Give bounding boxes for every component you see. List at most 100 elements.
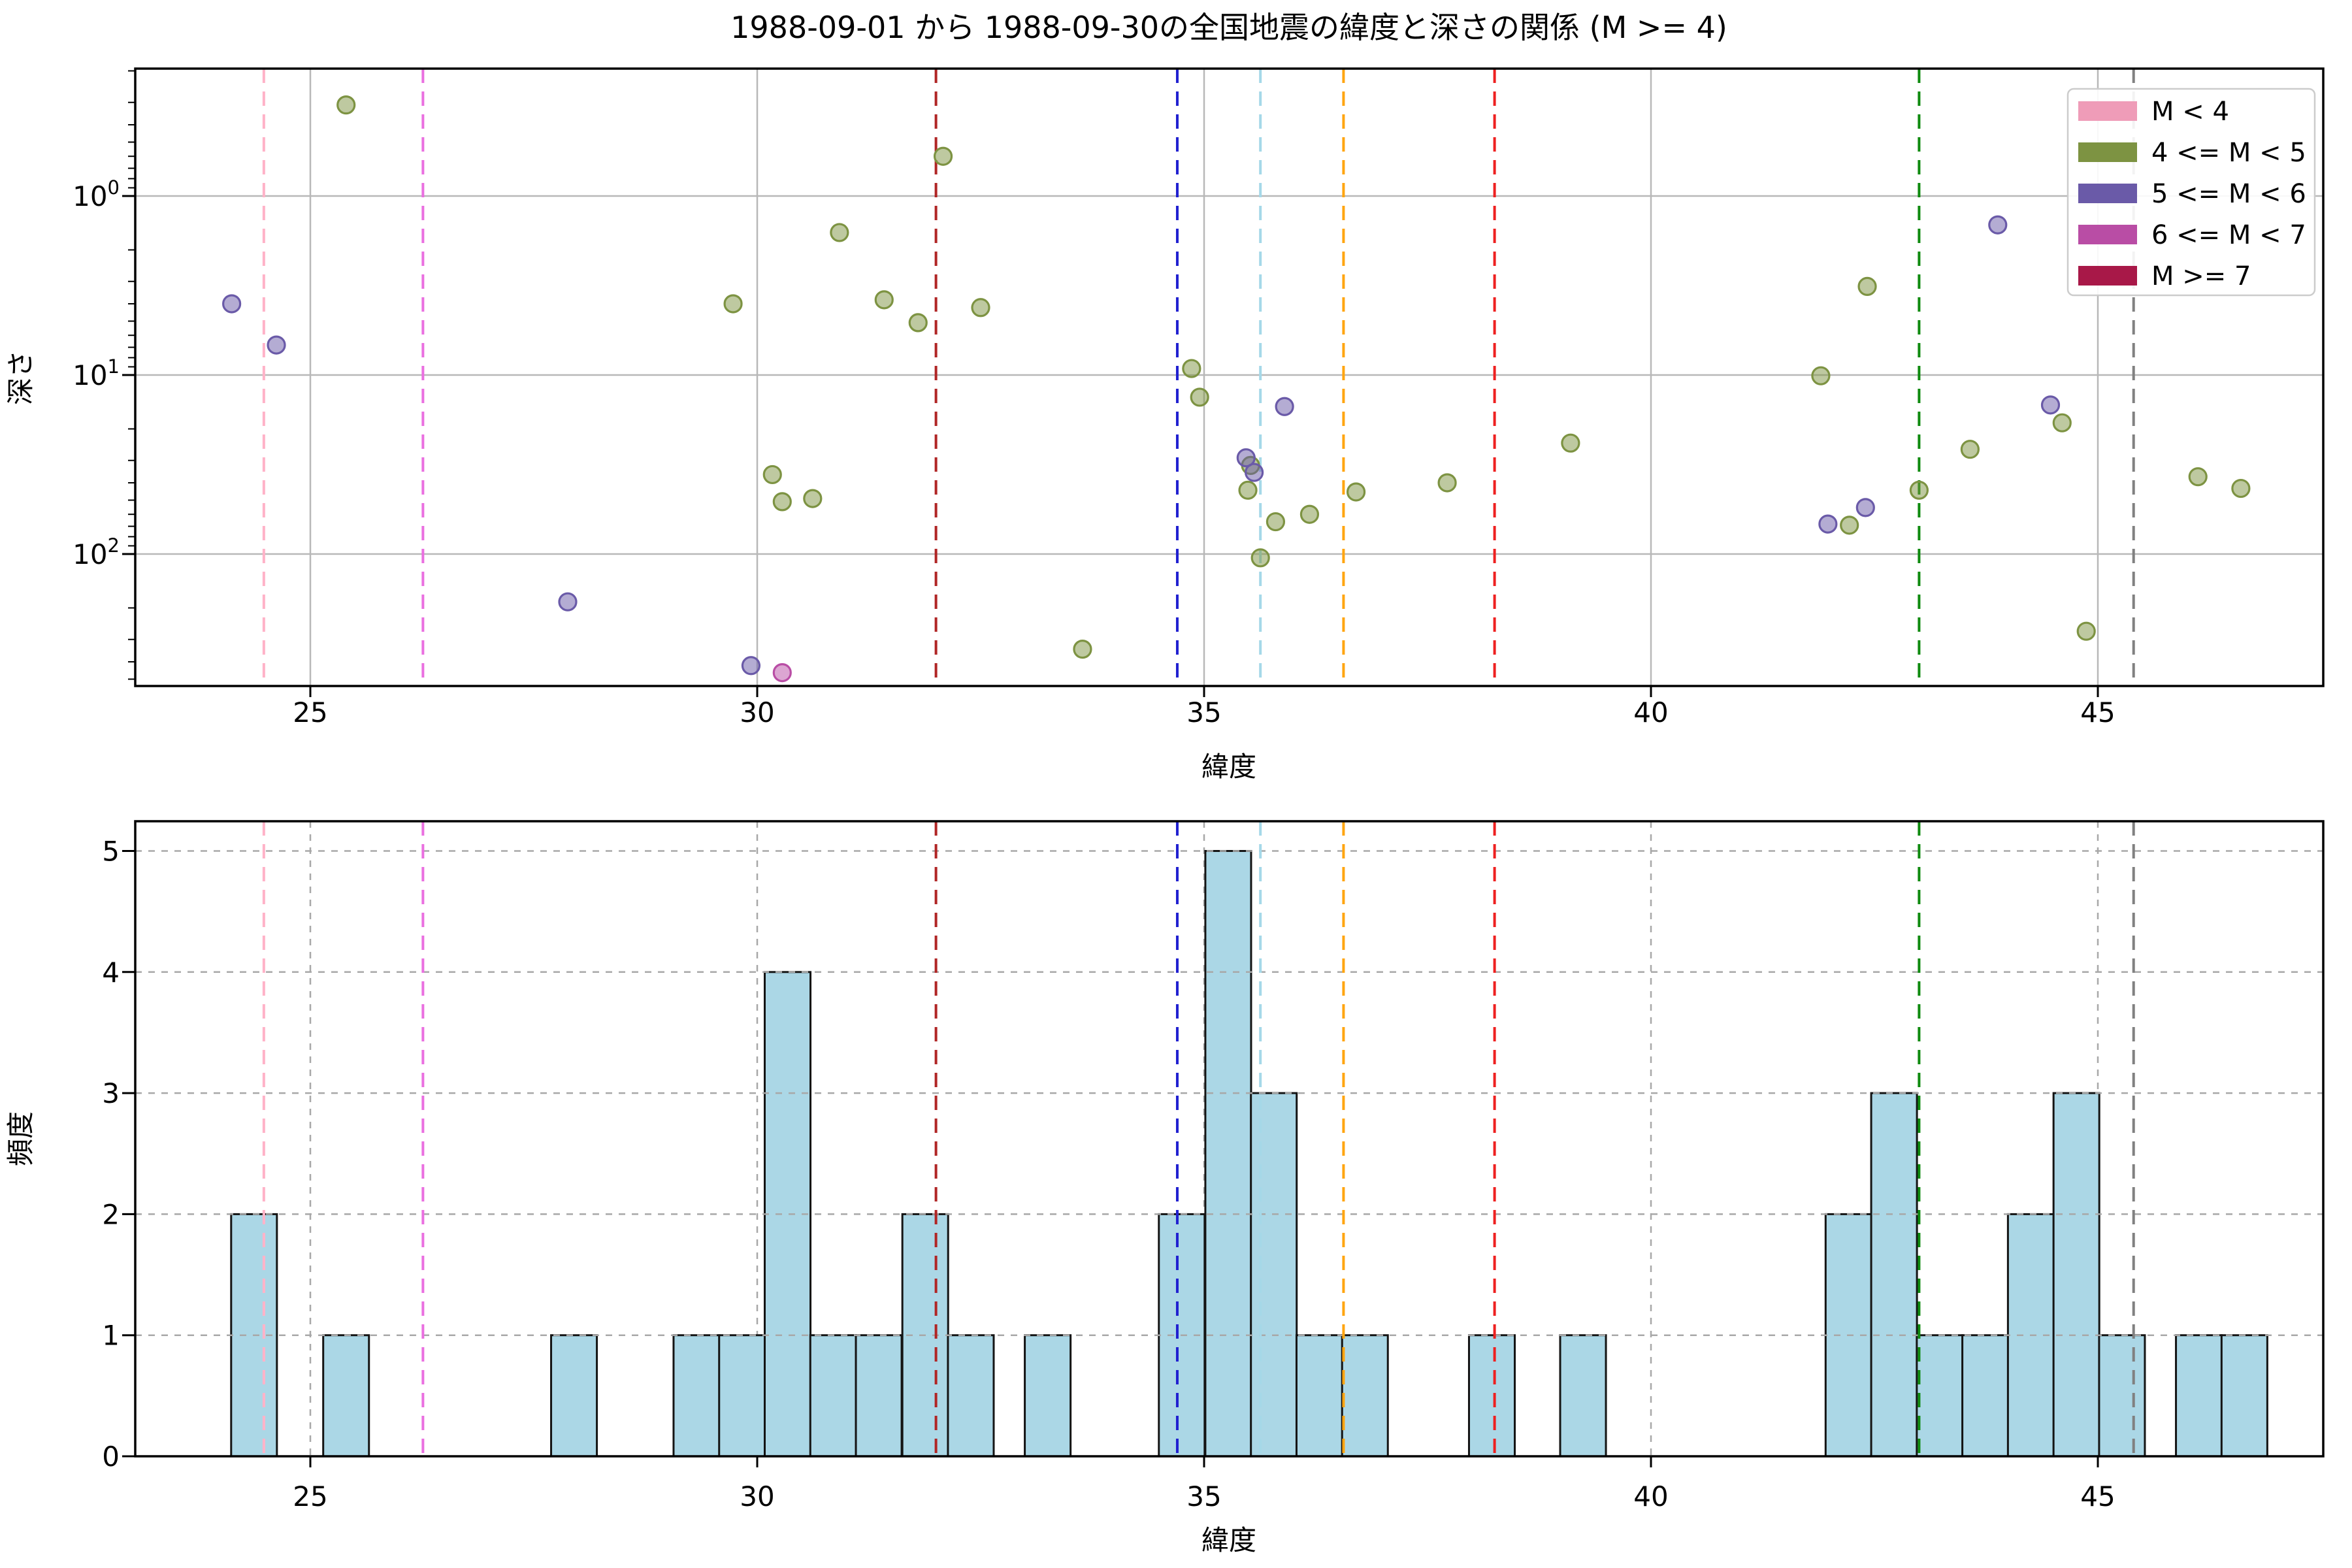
data-point	[803, 489, 823, 508]
legend-label: 6 <= M < 7	[2151, 220, 2306, 250]
x-tick-label: 40	[1633, 1480, 1668, 1512]
legend-swatch	[2078, 101, 2137, 121]
series	[772, 662, 792, 683]
legend-label: M < 4	[2151, 97, 2229, 127]
x-tick-label: 25	[293, 696, 327, 728]
data-point	[1840, 515, 1859, 535]
histogram-bar	[1295, 1334, 1343, 1458]
data-point	[830, 223, 849, 242]
data-point	[1561, 433, 1580, 453]
histogram-bar	[1250, 1092, 1298, 1458]
y-tick-label: 101	[73, 355, 120, 391]
data-point	[1245, 463, 1264, 482]
histogram-bar	[2175, 1334, 2223, 1458]
data-point	[1857, 276, 1877, 297]
x-tick-label: 30	[740, 1480, 774, 1512]
legend-swatch	[2078, 225, 2137, 244]
scatter-xlabel: 緯度	[1201, 751, 1256, 783]
scatter-gridlines	[135, 69, 2323, 686]
x-tick-label: 40	[1633, 696, 1668, 728]
data-point	[2231, 478, 2251, 498]
data-point	[1811, 366, 1831, 385]
data-point	[1275, 397, 1294, 416]
histogram-bar	[2052, 1092, 2100, 1458]
scatter-vlines	[262, 69, 2135, 686]
histogram-bar	[1961, 1334, 2010, 1458]
data-point	[1988, 215, 2008, 235]
data-point	[2040, 395, 2061, 415]
data-point	[1190, 387, 1209, 407]
data-point	[1073, 640, 1092, 659]
data-point	[1818, 514, 1838, 534]
data-point	[933, 146, 953, 166]
legend-swatch	[2078, 142, 2137, 162]
scatter-points	[222, 95, 2251, 683]
histogram-bar	[1341, 1334, 1389, 1458]
histogram-bar	[322, 1334, 370, 1458]
x-tick-label: 35	[1186, 1480, 1221, 1512]
x-tick-label: 45	[2080, 696, 2115, 728]
legend-label: 4 <= M < 5	[2151, 138, 2306, 168]
histogram-bar	[809, 1334, 857, 1458]
legend-swatch	[2078, 184, 2137, 203]
series	[222, 215, 2061, 676]
data-point	[558, 592, 578, 612]
data-point	[1236, 448, 1256, 468]
histogram-bars	[230, 850, 2268, 1458]
data-point	[336, 95, 356, 115]
scatter-axes: 25 30 35 40 45 100 101 102	[73, 67, 2325, 728]
magnitude-legend: M < 4 4 <= M < 5 5 <= M < 6 6 <= M < 7 M >= …	[2066, 88, 2316, 297]
data-point	[1346, 482, 1366, 502]
data-point	[1855, 498, 1875, 517]
histogram-bar	[718, 1334, 766, 1458]
data-point	[762, 465, 782, 485]
scatter-ylabel: 深さ	[5, 350, 37, 405]
histogram-vlines	[262, 821, 2135, 1456]
data-point	[1182, 359, 1201, 378]
y-tick-label: 1	[102, 1320, 120, 1352]
data-point	[741, 656, 761, 676]
legend-label: M >= 7	[2151, 261, 2251, 291]
histogram-bar	[672, 1334, 721, 1458]
data-point	[971, 298, 990, 318]
x-tick-label: 35	[1186, 696, 1221, 728]
x-tick-label: 30	[740, 696, 774, 728]
histogram-bar	[1024, 1334, 1072, 1458]
histogram-bar	[1467, 1334, 1516, 1458]
x-tick-label: 45	[2080, 1480, 2115, 1512]
legend-swatch	[2078, 266, 2137, 286]
histogram-bar	[855, 1334, 903, 1458]
data-point	[2052, 413, 2072, 433]
histogram-bar	[947, 1334, 995, 1458]
histogram-bar	[1916, 1334, 1964, 1458]
histogram-xlabel: 緯度	[1201, 1524, 1256, 1556]
histogram-bar	[2220, 1334, 2268, 1458]
data-point	[723, 294, 743, 314]
x-tick-label: 25	[293, 1480, 327, 1512]
data-point	[1299, 504, 1320, 524]
data-point	[908, 313, 928, 333]
data-point	[267, 335, 286, 355]
histogram-bar	[1204, 850, 1252, 1458]
y-tick-label: 102	[73, 534, 120, 570]
data-point	[1437, 473, 1457, 493]
data-point	[2076, 621, 2096, 641]
histogram-bar	[1870, 1092, 1918, 1458]
y-tick-label: 2	[102, 1198, 120, 1230]
y-tick-label: 3	[102, 1077, 120, 1109]
scatter-plot: 25 30 35 40 45 100 101 102	[73, 67, 2325, 728]
histogram-bar	[1559, 1334, 1607, 1458]
y-tick-label: 0	[102, 1441, 120, 1473]
data-point	[772, 662, 792, 683]
data-point	[874, 290, 894, 310]
histogram-bar	[2098, 1334, 2146, 1458]
series	[336, 95, 2251, 659]
data-point	[1266, 512, 1286, 532]
legend-label: 5 <= M < 6	[2151, 179, 2306, 209]
figure-title: 1988-09-01 から 1988-09-30の全国地震の緯度と深さの関係 (…	[730, 10, 1727, 45]
y-tick-label: 4	[102, 956, 120, 988]
data-point	[222, 294, 242, 314]
